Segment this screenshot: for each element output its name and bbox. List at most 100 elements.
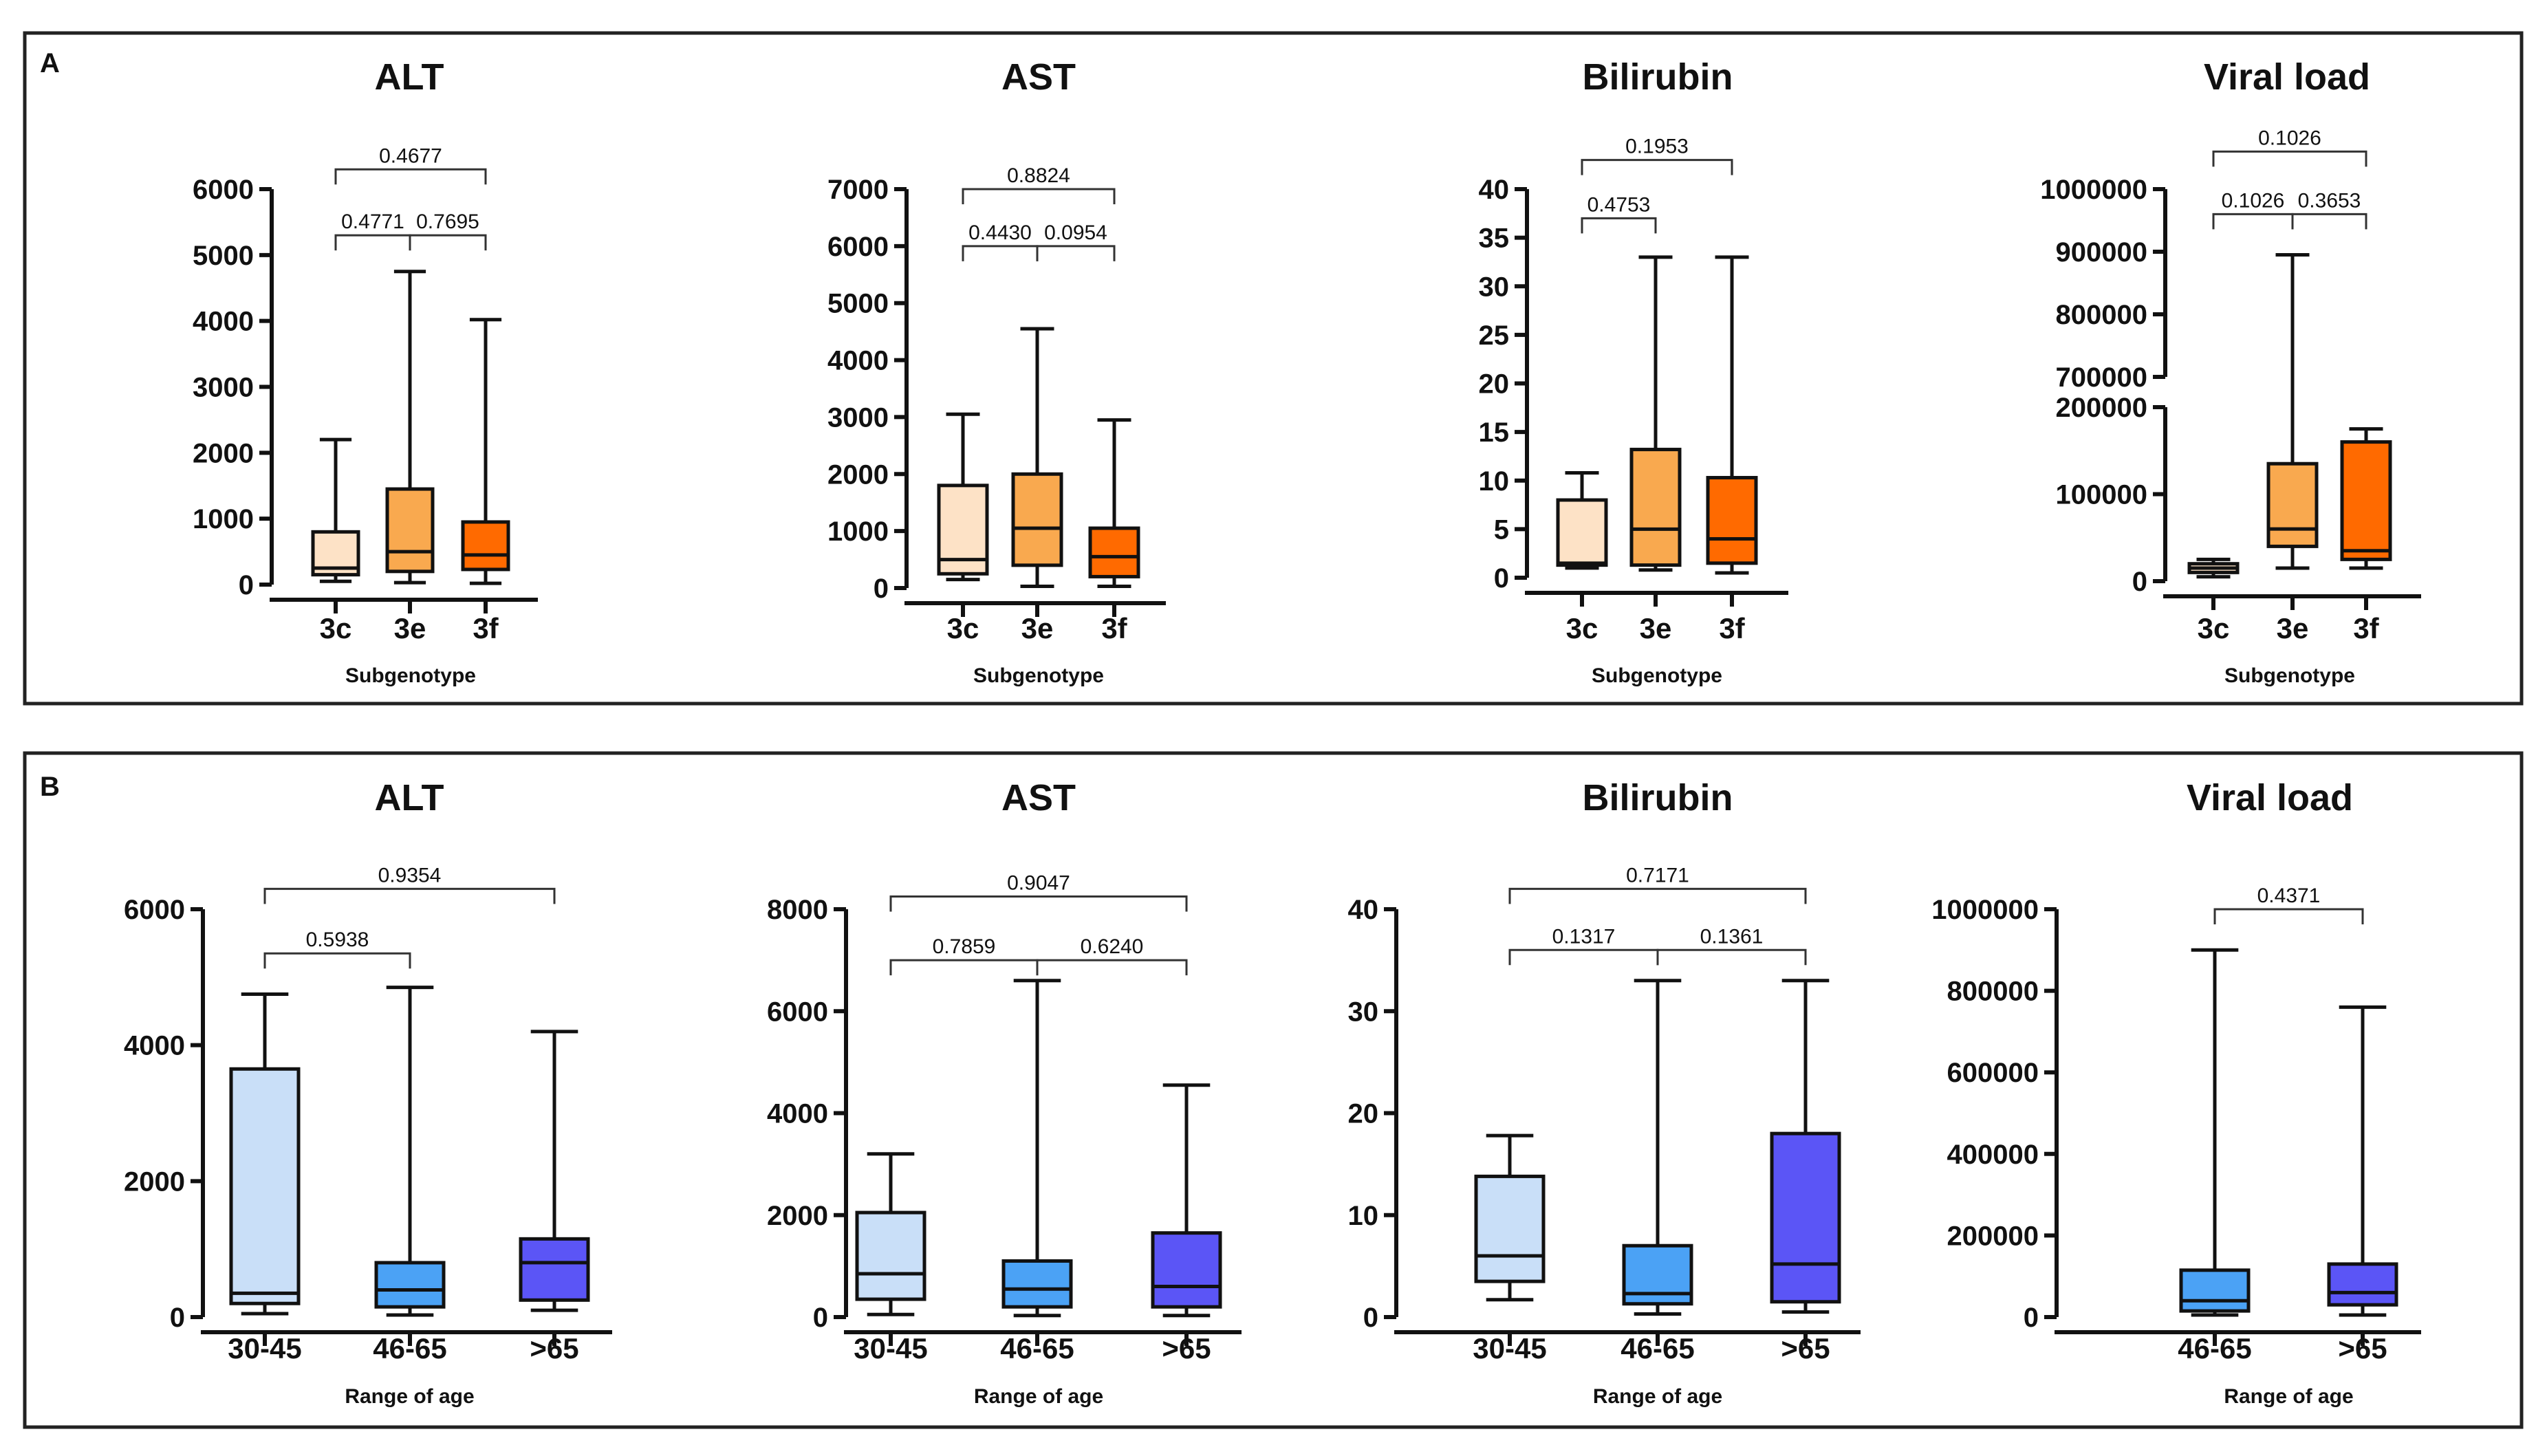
y-tick-label: 6000 bbox=[767, 997, 828, 1027]
p-value-label: 0.7171 bbox=[1626, 864, 1689, 887]
iqr-box bbox=[1770, 1131, 1841, 1304]
x-tick-label: 3c bbox=[1566, 612, 1598, 644]
comparison-bracket: 0.5938 bbox=[263, 928, 411, 969]
iqr-box bbox=[1629, 448, 1682, 567]
panel-a-label: A bbox=[40, 48, 60, 78]
x-axis-title: Subgenotype bbox=[1592, 664, 1722, 687]
p-value-label: 0.1317 bbox=[1552, 925, 1616, 948]
y-tick-label: 40 bbox=[1479, 175, 1510, 205]
y-tick-label: 1000000 bbox=[1931, 895, 2039, 925]
bracket-line bbox=[2213, 908, 2364, 924]
y-tick-label: 6000 bbox=[124, 895, 185, 925]
chart-title: Viral load bbox=[2204, 56, 2370, 98]
y-tick-label: 600000 bbox=[1947, 1058, 2039, 1088]
y-tick-label: 2000 bbox=[767, 1201, 828, 1231]
iqr-box bbox=[2266, 461, 2319, 548]
y-tick-label: 800000 bbox=[2056, 300, 2147, 330]
comparison-bracket: 0.7859 bbox=[889, 935, 1039, 976]
comparison-bracket: 0.1361 bbox=[1656, 925, 1807, 966]
box-plot-1 bbox=[311, 437, 360, 583]
y-tick-label: 1000 bbox=[193, 504, 254, 534]
iqr-box bbox=[461, 520, 510, 572]
box-plot-3 bbox=[1706, 255, 1758, 575]
p-value-label: 0.9354 bbox=[378, 864, 442, 887]
comparison-bracket: 0.8824 bbox=[962, 164, 1116, 204]
y-tick-label: 8000 bbox=[767, 895, 828, 925]
x-tick-label: 3f bbox=[2353, 612, 2379, 644]
bracket-line bbox=[2212, 213, 2294, 230]
bracket-line bbox=[1036, 959, 1188, 976]
bracket-line bbox=[962, 188, 1116, 204]
iqr-box bbox=[1001, 1259, 1073, 1309]
box-plot-3 bbox=[1770, 979, 1841, 1314]
p-value-label: 0.8824 bbox=[1007, 164, 1070, 187]
x-tick-label: 3f bbox=[1101, 612, 1127, 644]
y-tick-label: 20 bbox=[1348, 1099, 1379, 1129]
box-plot-1 bbox=[2187, 557, 2240, 579]
panel-a-frame bbox=[23, 31, 2524, 706]
box-plot-2 bbox=[2266, 253, 2319, 570]
y-tick-label: 1000000 bbox=[2040, 175, 2147, 205]
comparison-bracket: 0.1953 bbox=[1581, 135, 1733, 175]
iqr-box bbox=[1088, 526, 1140, 578]
y-tick-label: 10 bbox=[1479, 466, 1510, 497]
box-plot-3 bbox=[2340, 427, 2392, 570]
x-tick-label: 3e bbox=[1021, 612, 1054, 644]
x-tick-label: 3c bbox=[320, 612, 352, 644]
box-plot-3 bbox=[519, 1030, 590, 1312]
p-value-label: 0.7859 bbox=[933, 935, 996, 958]
box-plot-3 bbox=[461, 318, 510, 585]
panel-b-label: B bbox=[40, 772, 60, 802]
chart-title: ALT bbox=[375, 56, 444, 98]
x-tick-label: 30-45 bbox=[228, 1332, 301, 1365]
comparison-bracket: 0.9354 bbox=[263, 864, 556, 904]
box-plot-1 bbox=[2179, 948, 2251, 1317]
chart-a-bilirubin: Bilirubin 0 5 10 15 20 25 30 35 40 3c 3e 3f Subgenoty… bbox=[1479, 56, 1788, 687]
y-tick-label: 30 bbox=[1348, 997, 1379, 1027]
bracket-line bbox=[2212, 150, 2367, 167]
comparison-bracket: 0.4430 bbox=[962, 221, 1039, 261]
y-tick-label: 0 bbox=[2024, 1303, 2039, 1333]
p-value-label: 0.4430 bbox=[968, 221, 1032, 244]
iqr-box bbox=[2340, 440, 2392, 561]
chart-a-ast: AST 0 1000 2000 3000 4000 5000 6000 7000 3c 3e 3f Su… bbox=[827, 56, 1166, 687]
p-value-label: 0.6240 bbox=[1081, 935, 1144, 958]
box-plot-1 bbox=[1474, 1133, 1546, 1302]
comparison-bracket: 0.1026 bbox=[2212, 127, 2367, 167]
y-tick-label: 2000 bbox=[124, 1166, 185, 1197]
p-value-label: 0.4371 bbox=[2257, 884, 2321, 907]
box-plot-2 bbox=[1622, 979, 1693, 1316]
y-tick-label: 4000 bbox=[767, 1099, 828, 1129]
chart-title: AST bbox=[1001, 56, 1076, 98]
box-plot-1 bbox=[855, 1152, 926, 1316]
iqr-box bbox=[1706, 476, 1758, 565]
x-axis-title: Subgenotype bbox=[2224, 664, 2355, 687]
comparison-bracket: 0.7695 bbox=[409, 210, 487, 251]
p-value-label: 0.7695 bbox=[416, 210, 479, 233]
comparison-bracket: 0.4771 bbox=[334, 210, 411, 251]
iqr-box bbox=[229, 1067, 301, 1305]
comparison-bracket: 0.7171 bbox=[1508, 864, 1807, 904]
bracket-line bbox=[889, 959, 1039, 976]
y-tick-label: 5000 bbox=[193, 241, 254, 271]
bracket-line bbox=[334, 234, 411, 251]
p-value-label: 0.9047 bbox=[1007, 871, 1070, 894]
chart-title: Bilirubin bbox=[1583, 777, 1733, 818]
x-tick-label: >65 bbox=[1162, 1332, 1211, 1365]
y-tick-label: 7000 bbox=[827, 175, 889, 205]
chart-title: AST bbox=[1001, 777, 1076, 818]
y-tick-label: 3000 bbox=[193, 373, 254, 403]
chart-title: Bilirubin bbox=[1583, 56, 1733, 98]
box-plot-2 bbox=[1629, 255, 1682, 572]
box-plot-2 bbox=[2327, 1005, 2398, 1317]
x-tick-label: 30-45 bbox=[854, 1332, 927, 1365]
chart-b-viral-load: Viral load 0 200000 400000 600000 800000 10000… bbox=[1931, 777, 2421, 1408]
bracket-line bbox=[263, 887, 556, 904]
x-axis-title: Subgenotype bbox=[345, 664, 476, 687]
comparison-bracket: 0.4371 bbox=[2213, 884, 2364, 924]
y-tick-label: 1000 bbox=[827, 517, 889, 547]
chart-b-ast: AST 0 2000 4000 6000 8000 30-45 46-65 >65 Range o… bbox=[767, 777, 1242, 1408]
box-plot-3 bbox=[1151, 1083, 1222, 1318]
